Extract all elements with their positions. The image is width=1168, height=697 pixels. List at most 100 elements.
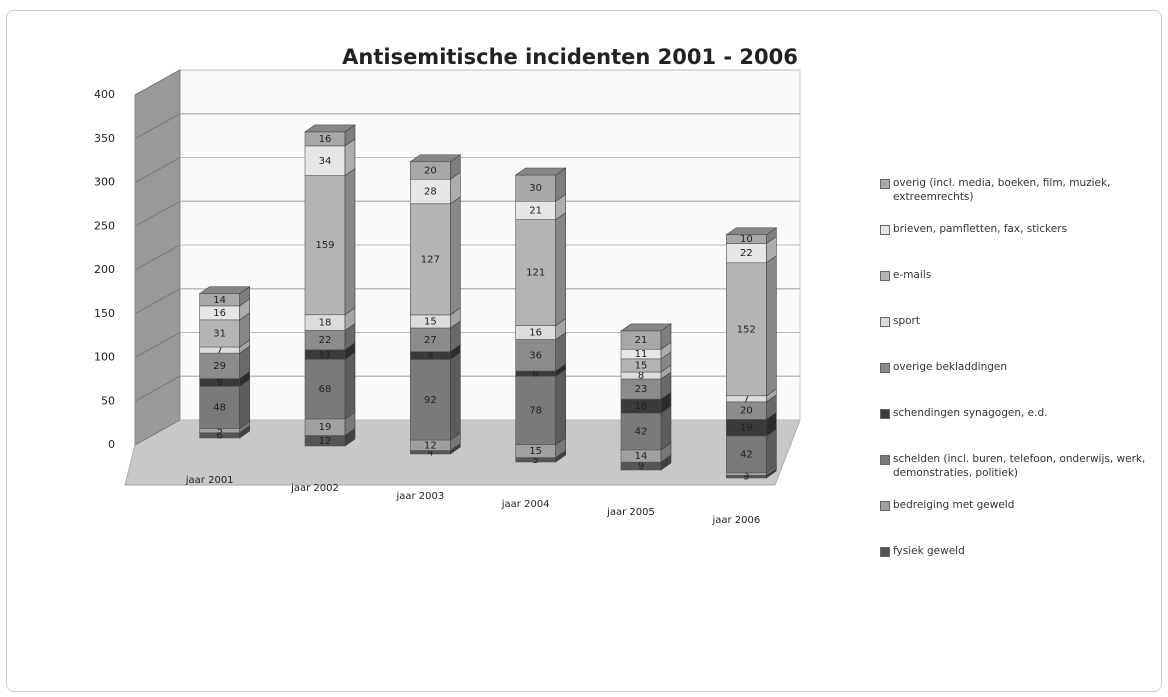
legend-item: fysiek geweld (880, 544, 1168, 590)
bar-side (344, 168, 356, 316)
data-label: 19 (319, 422, 332, 433)
data-label: 11 (319, 350, 332, 361)
data-label: 42 (740, 449, 753, 460)
bar-top (514, 167, 567, 176)
data-label: 29 (213, 361, 226, 372)
data-label: 152 (737, 324, 756, 335)
data-label: 68 (319, 384, 332, 395)
x-tick-label: jaar 2005 (606, 507, 655, 518)
data-label: 22 (319, 335, 332, 346)
legend-label: overige bekladdingen (893, 361, 1008, 373)
data-label: 78 (529, 405, 542, 416)
x-tick-label: jaar 2001 (185, 475, 234, 486)
data-label: 10 (740, 234, 753, 245)
bar-top (620, 323, 672, 332)
grid-line (134, 69, 181, 96)
grid-line (134, 288, 181, 315)
legend-label: schelden (incl. buren, telefoon, onderwi… (893, 453, 1146, 479)
legend-item: overig (incl. media, boeken, film, muzie… (880, 176, 1168, 222)
bar-segment (515, 339, 556, 372)
y-tick-label: 100 (94, 351, 115, 364)
bar-segment (515, 219, 556, 326)
legend-label: overig (incl. media, boeken, film, muzie… (893, 177, 1111, 203)
bar-side (344, 351, 356, 420)
data-label: 23 (635, 384, 648, 395)
bar-top (409, 154, 462, 163)
legend-label: fysiek geweld (893, 545, 965, 557)
data-label: 19 (740, 423, 753, 434)
bar-segment (620, 412, 662, 451)
data-label: 11 (635, 349, 648, 360)
data-label: 18 (319, 318, 332, 329)
grid-line (134, 332, 181, 358)
legend-swatch (880, 455, 890, 465)
legend: overig (incl. media, boeken, film, muzie… (880, 176, 1168, 590)
bar-side (766, 255, 777, 397)
data-label: 15 (424, 316, 437, 327)
bar-side (766, 428, 777, 474)
data-label: 6 (216, 430, 222, 441)
data-label: 15 (635, 360, 648, 371)
bar-top (725, 227, 778, 236)
bar-side (660, 405, 672, 451)
legend-swatch (880, 179, 890, 189)
legend-item: bedreiging met geweld (880, 498, 1168, 544)
grid-line (134, 244, 181, 271)
data-label: 127 (421, 254, 440, 265)
data-label: 121 (526, 268, 545, 279)
y-tick-label: 200 (94, 263, 115, 276)
data-label: 28 (424, 187, 437, 198)
data-label: 5 (216, 426, 222, 437)
y-tick-label: 300 (94, 176, 115, 189)
bar-top (304, 124, 356, 133)
data-label: 20 (424, 166, 437, 177)
data-label: 92 (424, 395, 437, 406)
y-tick-label: 150 (94, 307, 115, 320)
data-label: 12 (319, 436, 332, 447)
bar-segment (515, 174, 556, 202)
data-label: 8 (638, 371, 644, 382)
y-tick-label: 350 (94, 132, 115, 145)
legend-label: bedreiging met geweld (893, 499, 1015, 511)
bar-top (198, 286, 251, 294)
y-tick-label: 400 (94, 88, 115, 101)
data-label: 9 (427, 351, 433, 362)
data-label: 16 (635, 401, 648, 412)
legend-item: e-mails (880, 268, 1168, 314)
legend-swatch (880, 547, 890, 557)
bar-side (450, 351, 461, 441)
data-label: 48 (213, 402, 226, 413)
bar-side (450, 196, 461, 316)
data-label: 14 (213, 295, 226, 306)
data-label: 21 (529, 205, 542, 216)
data-label: 4 (427, 447, 433, 458)
grid-line (134, 375, 181, 402)
data-label: 20 (740, 406, 753, 417)
bar-segment (304, 175, 346, 316)
data-label: 36 (529, 350, 542, 361)
legend-swatch (880, 317, 890, 327)
data-label: 27 (424, 335, 437, 346)
bar-segment (410, 359, 451, 441)
data-label: 6 (532, 369, 538, 380)
data-label: 16 (319, 134, 332, 145)
legend-swatch (880, 271, 890, 281)
bar-segment (199, 319, 240, 348)
x-tick-label: jaar 2002 (290, 483, 339, 494)
data-label: 3 (743, 472, 749, 483)
legend-swatch (880, 409, 890, 419)
data-label: 7 (216, 345, 222, 356)
data-label: 34 (319, 156, 332, 167)
bar-side (555, 212, 566, 327)
legend-item: sport (880, 314, 1168, 360)
y-tick-label: 0 (108, 438, 115, 451)
data-label: 3 (743, 469, 749, 480)
data-label: 21 (635, 335, 648, 346)
data-label: 31 (213, 328, 226, 339)
x-tick-label: jaar 2006 (711, 515, 760, 526)
legend-swatch (880, 225, 890, 235)
legend-item: schendingen synagogen, e.d. (880, 406, 1168, 452)
bar-segment (199, 352, 240, 379)
